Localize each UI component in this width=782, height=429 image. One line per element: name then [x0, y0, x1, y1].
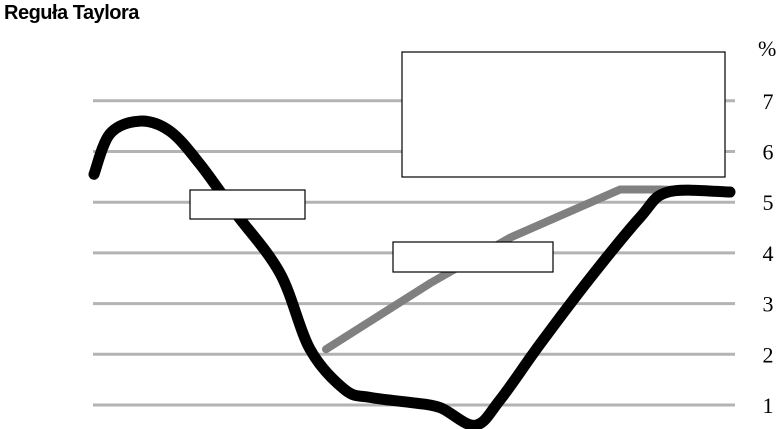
- y-tick-label-4: 4: [763, 241, 774, 266]
- annotation-boxes: [189, 51, 726, 273]
- y-tick-label-5: 5: [763, 190, 774, 215]
- series-lines: [88, 115, 736, 429]
- annotation-box-1: [401, 51, 726, 178]
- y-tick-label-7: 7: [763, 89, 774, 114]
- series-line-black: [88, 115, 736, 429]
- y-axis-ticks: 1 2 3 4 5 6 7: [763, 89, 774, 418]
- y-tick-label-6: 6: [763, 140, 774, 165]
- annotation-box-3: [392, 241, 554, 273]
- y-tick-label-1: 1: [763, 393, 774, 418]
- annotation-box-2: [189, 189, 306, 220]
- y-axis-unit-label: %: [758, 36, 776, 61]
- y-tick-label-2: 2: [763, 342, 774, 367]
- chart-title: Reguła Taylora: [4, 2, 139, 24]
- y-tick-label-3: 3: [763, 292, 774, 317]
